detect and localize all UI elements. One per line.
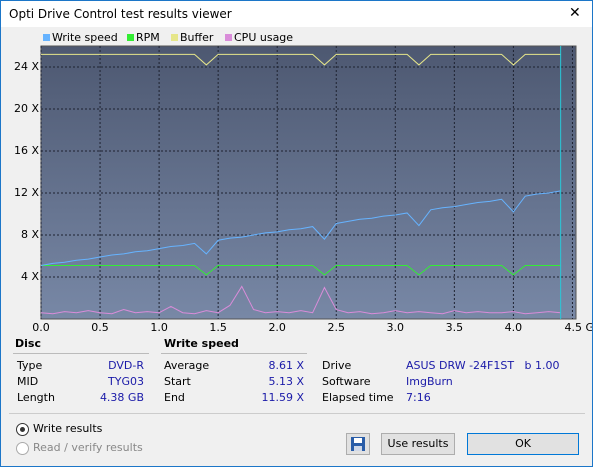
info-label: Elapsed time — [322, 391, 394, 404]
series-line — [40, 285, 561, 315]
save-button[interactable] — [346, 433, 370, 455]
x-tick-label: 3.0 — [387, 321, 405, 333]
use-results-button[interactable]: Use results — [381, 433, 455, 455]
close-button[interactable]: ✕ — [569, 5, 581, 21]
write_speed-value: 8.61 X — [268, 359, 304, 372]
legend-swatch — [225, 34, 232, 41]
legend-label: Buffer — [180, 31, 214, 44]
info-label: Software — [322, 375, 371, 388]
disc-header: Disc — [15, 337, 41, 350]
radio-dot — [20, 427, 25, 432]
info-value: ImgBurn — [406, 375, 453, 388]
y-tick-label: 20 X — [14, 102, 39, 115]
radio-label: Read / verify results — [33, 441, 143, 454]
separator — [9, 413, 585, 414]
write_speed-label: Start — [164, 375, 191, 388]
write_speed-label: Average — [164, 359, 210, 372]
legend-swatch — [127, 34, 134, 41]
x-tick-label: 4.5 GB — [564, 321, 592, 333]
save-icon — [351, 437, 365, 451]
radio-button[interactable] — [16, 442, 29, 455]
radio-label: Write results — [33, 422, 103, 435]
y-tick-label: 8 X — [21, 228, 39, 241]
x-tick-label: 2.0 — [268, 321, 286, 333]
title-bar: Opti Drive Control test results viewer ✕ — [1, 1, 592, 27]
write_speed-value: 11.59 X — [261, 391, 304, 404]
disc-value: DVD-R — [108, 359, 144, 372]
speed-header: Write speed — [164, 337, 239, 350]
series-line — [40, 190, 561, 266]
info-value: ASUS DRW -24F1ST b 1.00 — [406, 359, 560, 372]
x-tick-label: 2.5 — [328, 321, 346, 333]
y-tick-label: 4 X — [21, 270, 39, 283]
write_speed-value: 5.13 X — [268, 375, 304, 388]
x-tick-label: 3.5 — [446, 321, 464, 333]
info-label: Drive — [322, 359, 352, 372]
legend-swatch — [43, 34, 50, 41]
info-value: 7:16 — [406, 391, 431, 404]
legend-label: RPM — [136, 31, 160, 44]
disc-value: 4.38 GB — [99, 391, 144, 404]
ok-button[interactable]: OK — [467, 433, 579, 455]
y-tick-label: 12 X — [14, 186, 39, 199]
window-title: Opti Drive Control test results viewer — [9, 7, 232, 21]
series-line — [41, 53, 561, 66]
legend-label: Write speed — [52, 31, 118, 44]
disc-value: TYG03 — [108, 375, 144, 388]
disc-label: MID — [17, 375, 39, 388]
legend-label: CPU usage — [234, 31, 293, 44]
legend-swatch — [171, 34, 178, 41]
chart: 4 X 8 X 12 X 16 X 20 X 24 X 0.0 0.5 1.0 1.5 2.0 2.5… — [14, 31, 592, 333]
separator — [13, 353, 149, 354]
radio-button[interactable] — [16, 423, 29, 436]
x-tick-label: 1.0 — [150, 321, 168, 333]
x-tick-label: 0.0 — [32, 321, 50, 333]
series-line — [41, 264, 561, 276]
disc-label: Length — [17, 391, 55, 404]
write_speed-label: End — [164, 391, 185, 404]
y-tick-label: 16 X — [14, 144, 39, 157]
x-tick-label: 1.5 — [209, 321, 227, 333]
x-tick-label: 4.0 — [505, 321, 523, 333]
separator — [161, 353, 307, 354]
y-tick-label: 24 X — [14, 60, 39, 73]
x-tick-label: 0.5 — [91, 321, 109, 333]
plot-area — [40, 45, 577, 320]
disc-label: Type — [17, 359, 43, 372]
